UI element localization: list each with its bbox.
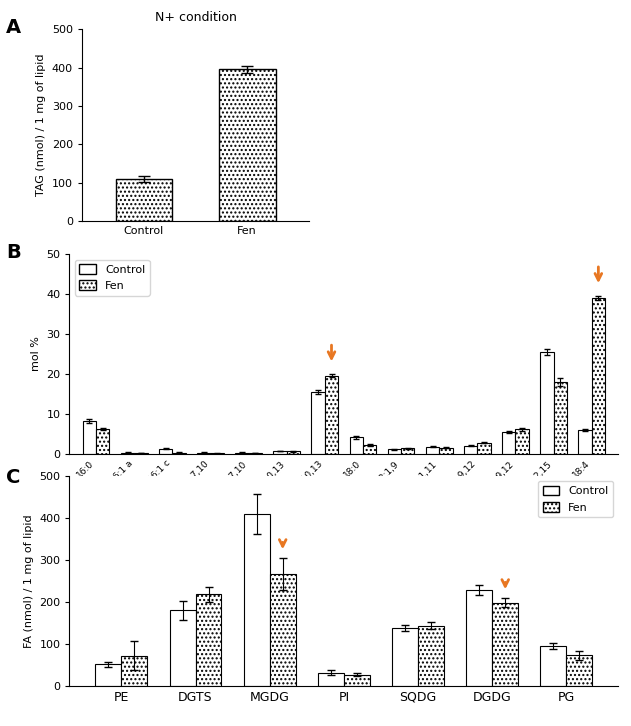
Y-axis label: mol %: mol % xyxy=(31,336,41,372)
Bar xyxy=(196,595,221,686)
Text: B: B xyxy=(6,243,21,262)
Bar xyxy=(553,382,567,454)
Bar xyxy=(492,603,518,686)
Bar xyxy=(567,656,593,686)
Bar xyxy=(96,429,109,454)
Legend: Control, Fen: Control, Fen xyxy=(75,260,150,295)
Bar xyxy=(318,672,344,686)
Bar xyxy=(464,446,477,454)
Bar xyxy=(392,628,418,686)
Bar xyxy=(350,437,363,454)
Bar xyxy=(401,448,415,454)
Y-axis label: FA (nmol) / 1 mg of lipid: FA (nmol) / 1 mg of lipid xyxy=(24,514,33,648)
Bar xyxy=(325,376,338,454)
Bar xyxy=(516,429,529,454)
Bar xyxy=(170,611,196,686)
Bar xyxy=(540,352,553,454)
Y-axis label: TAG (nmol) / 1 mg of lipid: TAG (nmol) / 1 mg of lipid xyxy=(37,54,46,197)
Bar xyxy=(541,646,567,686)
Bar xyxy=(83,421,96,454)
Bar xyxy=(418,626,444,686)
Bar xyxy=(115,179,172,221)
Text: C: C xyxy=(6,468,21,487)
Bar xyxy=(159,449,172,454)
Bar xyxy=(95,664,121,686)
Bar xyxy=(387,449,401,454)
Bar xyxy=(134,453,148,454)
Bar xyxy=(286,452,300,454)
Bar xyxy=(244,514,269,686)
Bar xyxy=(579,430,592,454)
Legend: Control, Fen: Control, Fen xyxy=(538,481,613,517)
Bar xyxy=(172,452,186,454)
Bar xyxy=(219,70,276,221)
Bar xyxy=(466,590,492,686)
Bar xyxy=(197,452,211,454)
Bar xyxy=(235,452,249,454)
Bar xyxy=(312,392,325,454)
Bar xyxy=(477,443,491,454)
Bar xyxy=(121,452,134,454)
Bar xyxy=(249,453,262,454)
Bar xyxy=(426,446,439,454)
Title: N+ condition: N+ condition xyxy=(155,11,237,24)
Bar xyxy=(592,298,605,454)
Text: A: A xyxy=(6,18,21,37)
Bar xyxy=(273,451,286,454)
Bar xyxy=(269,574,296,686)
Bar xyxy=(363,445,376,454)
Bar xyxy=(439,448,452,454)
Bar xyxy=(344,674,370,686)
Bar xyxy=(121,656,147,686)
Bar xyxy=(502,432,516,454)
